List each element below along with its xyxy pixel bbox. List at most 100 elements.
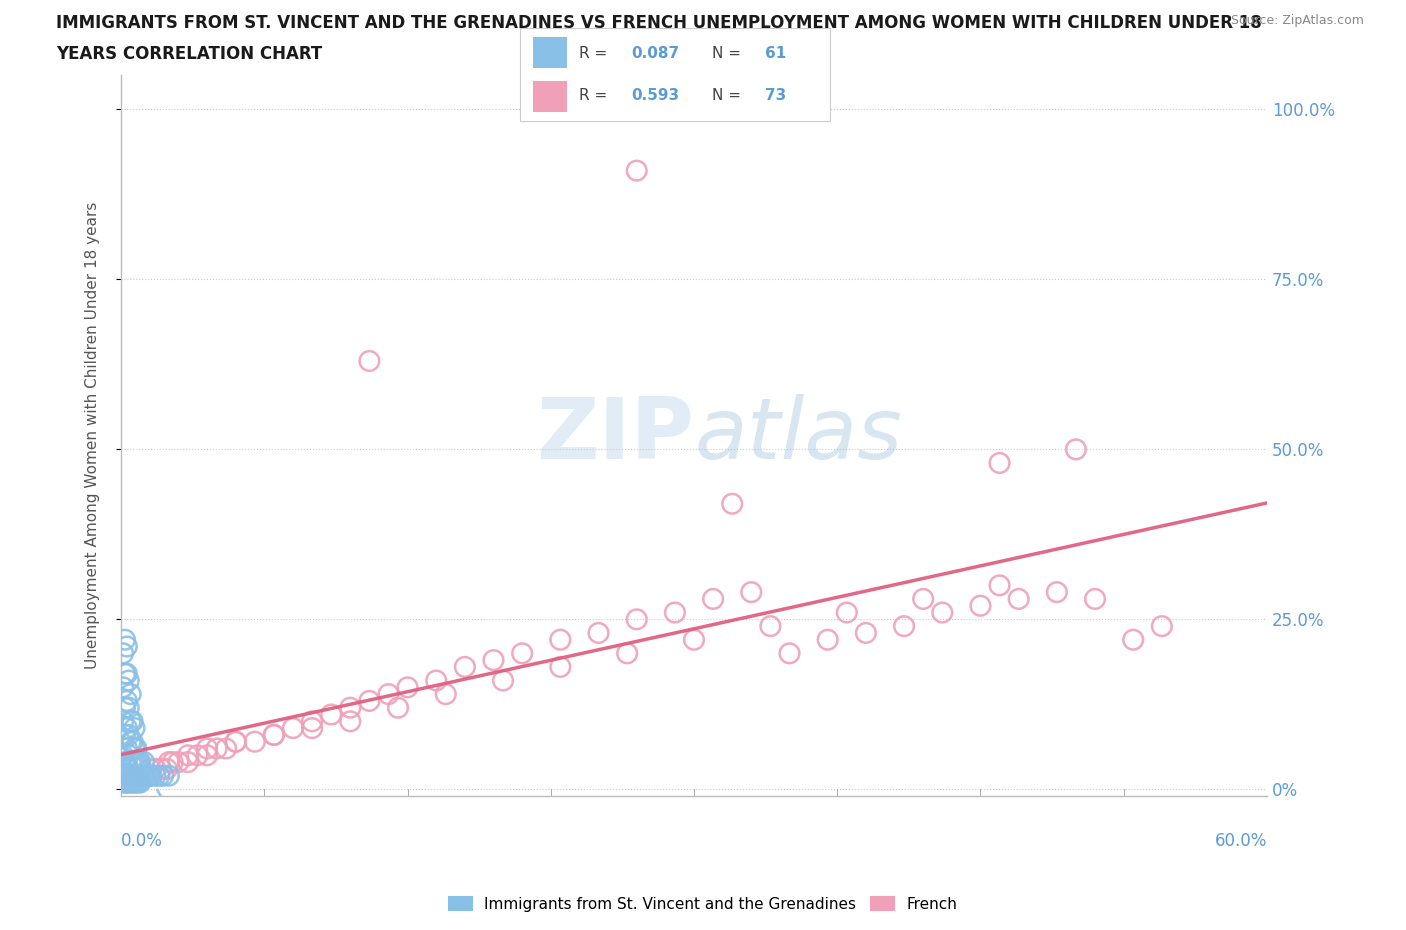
Point: [359, 353, 381, 368]
Point: [136, 768, 159, 783]
Point: [156, 762, 179, 777]
Point: [132, 768, 155, 783]
Point: [120, 735, 142, 750]
Point: [626, 163, 648, 178]
Point: [301, 714, 323, 729]
Point: [835, 605, 858, 620]
Point: [931, 605, 953, 620]
Point: [339, 714, 361, 729]
Point: [112, 680, 135, 695]
Text: N =: N =: [711, 88, 741, 103]
Point: [301, 721, 323, 736]
Point: [626, 612, 648, 627]
Point: [139, 768, 162, 783]
Point: [127, 754, 149, 769]
Point: [396, 680, 419, 695]
Point: [118, 700, 141, 715]
Point: [124, 754, 146, 769]
Point: [125, 775, 148, 790]
Point: [387, 700, 409, 715]
Text: ZIP: ZIP: [536, 394, 695, 477]
Point: [664, 605, 686, 620]
Text: R =: R =: [579, 46, 607, 60]
Point: [702, 591, 724, 606]
Point: [893, 618, 915, 633]
Text: 0.087: 0.087: [631, 46, 679, 60]
Point: [127, 775, 149, 790]
Point: [112, 775, 135, 790]
Point: [150, 762, 173, 777]
Point: [120, 714, 142, 729]
Point: [124, 775, 146, 790]
Point: [1064, 442, 1087, 457]
Point: [125, 741, 148, 756]
Point: [359, 694, 381, 709]
Point: [740, 585, 762, 600]
Point: [148, 768, 170, 783]
Point: [1046, 585, 1069, 600]
Point: [588, 626, 610, 641]
Text: atlas: atlas: [695, 394, 903, 477]
Point: [124, 741, 146, 756]
Point: [115, 775, 138, 790]
Point: [616, 646, 638, 661]
Point: [215, 741, 238, 756]
Point: [129, 775, 152, 790]
Bar: [533, 37, 567, 68]
Point: [120, 775, 142, 790]
Point: [321, 707, 343, 722]
Text: IMMIGRANTS FROM ST. VINCENT AND THE GRENADINES VS FRENCH UNEMPLOYMENT AMONG WOME: IMMIGRANTS FROM ST. VINCENT AND THE GREN…: [56, 14, 1263, 32]
Point: [425, 673, 447, 688]
Point: [131, 768, 153, 783]
Point: [121, 768, 143, 783]
Point: [683, 632, 706, 647]
Y-axis label: Unemployment Among Women with Children Under 18 years: Unemployment Among Women with Children U…: [86, 202, 100, 670]
Point: [779, 646, 801, 661]
Point: [118, 673, 141, 688]
Point: [120, 754, 142, 769]
Point: [145, 768, 167, 783]
Point: [132, 754, 155, 769]
Point: [167, 754, 190, 769]
Point: [195, 748, 218, 763]
Point: [145, 762, 167, 777]
Point: [132, 768, 155, 783]
Point: [281, 721, 304, 736]
Point: [120, 768, 142, 783]
Point: [1150, 618, 1173, 633]
Point: [139, 762, 162, 777]
Text: 0.593: 0.593: [631, 88, 679, 103]
Text: YEARS CORRELATION CHART: YEARS CORRELATION CHART: [56, 45, 322, 62]
Point: [225, 735, 247, 750]
Text: R =: R =: [579, 88, 607, 103]
Point: [759, 618, 782, 633]
Point: [243, 735, 266, 750]
Point: [112, 748, 135, 763]
Point: [263, 727, 285, 742]
Point: [263, 727, 285, 742]
Point: [124, 721, 146, 736]
Point: [115, 694, 138, 709]
Text: 61: 61: [765, 46, 786, 60]
Point: [817, 632, 839, 647]
Point: [121, 714, 143, 729]
Point: [205, 741, 228, 756]
Point: [157, 754, 180, 769]
Point: [225, 735, 247, 750]
Point: [115, 666, 138, 681]
Point: [377, 686, 399, 701]
Point: [118, 775, 141, 790]
Point: [129, 754, 152, 769]
Point: [1084, 591, 1107, 606]
Point: [454, 659, 477, 674]
Point: [969, 598, 991, 613]
Point: [114, 775, 136, 790]
Point: [120, 686, 142, 701]
Text: 0.0%: 0.0%: [121, 832, 163, 850]
Text: N =: N =: [711, 46, 741, 60]
Point: [912, 591, 935, 606]
Point: [139, 768, 162, 783]
Point: [112, 646, 135, 661]
Point: [118, 748, 141, 763]
Point: [988, 578, 1011, 592]
